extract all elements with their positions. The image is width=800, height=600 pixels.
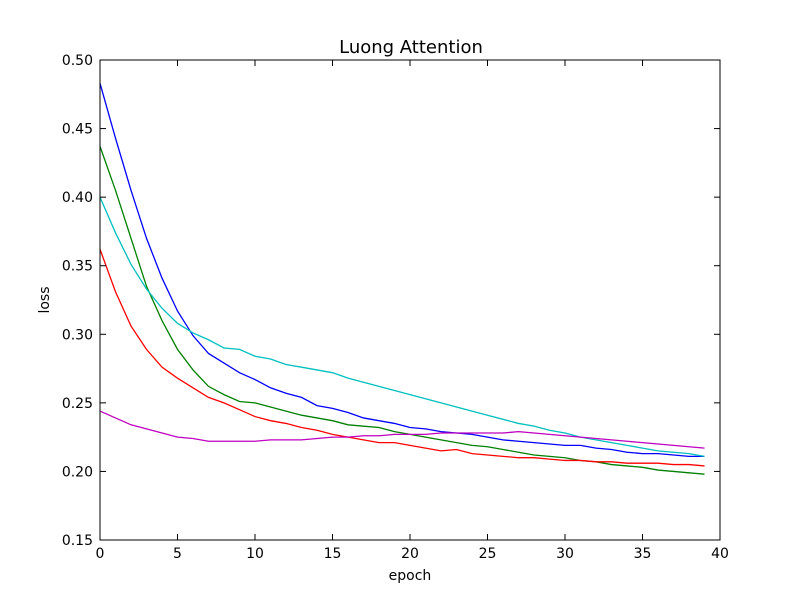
y-tick-label: 0.45 bbox=[62, 122, 93, 138]
series-layer bbox=[99, 83, 705, 475]
y-tick-label: 0.25 bbox=[62, 396, 93, 412]
y-tick-label: 0.35 bbox=[62, 259, 93, 275]
x-axis-label: epoch bbox=[389, 568, 432, 584]
x-tick-label: 15 bbox=[324, 546, 342, 562]
series-line-1 bbox=[99, 83, 705, 457]
chart-title: Luong Attention bbox=[339, 37, 483, 58]
x-tick-label: 25 bbox=[479, 546, 497, 562]
x-tick-label: 30 bbox=[556, 546, 574, 562]
x-tick-label: 0 bbox=[96, 546, 105, 562]
series-line-4 bbox=[99, 196, 705, 457]
x-tick-label: 5 bbox=[173, 546, 182, 562]
x-tick-label: 35 bbox=[634, 546, 652, 562]
series-line-3 bbox=[99, 249, 705, 467]
tick-layer: 0 5 10 15 20 25 30 35 40 0.15 0.20 0.25 0.30 0.35 0.40… bbox=[62, 53, 729, 562]
x-tick-label: 10 bbox=[246, 546, 264, 562]
plot-frame bbox=[99, 59, 721, 541]
y-axis-label: loss bbox=[37, 286, 53, 313]
x-tick-label: 40 bbox=[711, 546, 729, 562]
series-line-5 bbox=[99, 410, 705, 449]
x-tick-label: 20 bbox=[401, 546, 419, 562]
y-tick-label: 0.15 bbox=[62, 533, 93, 549]
y-tick-label: 0.20 bbox=[62, 464, 93, 480]
y-tick-label: 0.40 bbox=[62, 190, 93, 206]
y-tick-label: 0.30 bbox=[62, 327, 93, 343]
series-line-2 bbox=[99, 146, 705, 475]
y-tick-label: 0.50 bbox=[62, 53, 93, 69]
